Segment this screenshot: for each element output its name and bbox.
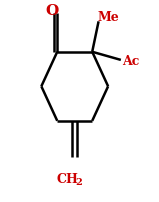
Text: CH: CH bbox=[56, 172, 78, 185]
Text: Ac: Ac bbox=[122, 55, 139, 68]
Text: Me: Me bbox=[98, 11, 120, 24]
Text: 2: 2 bbox=[76, 177, 82, 186]
Text: O: O bbox=[46, 4, 59, 18]
